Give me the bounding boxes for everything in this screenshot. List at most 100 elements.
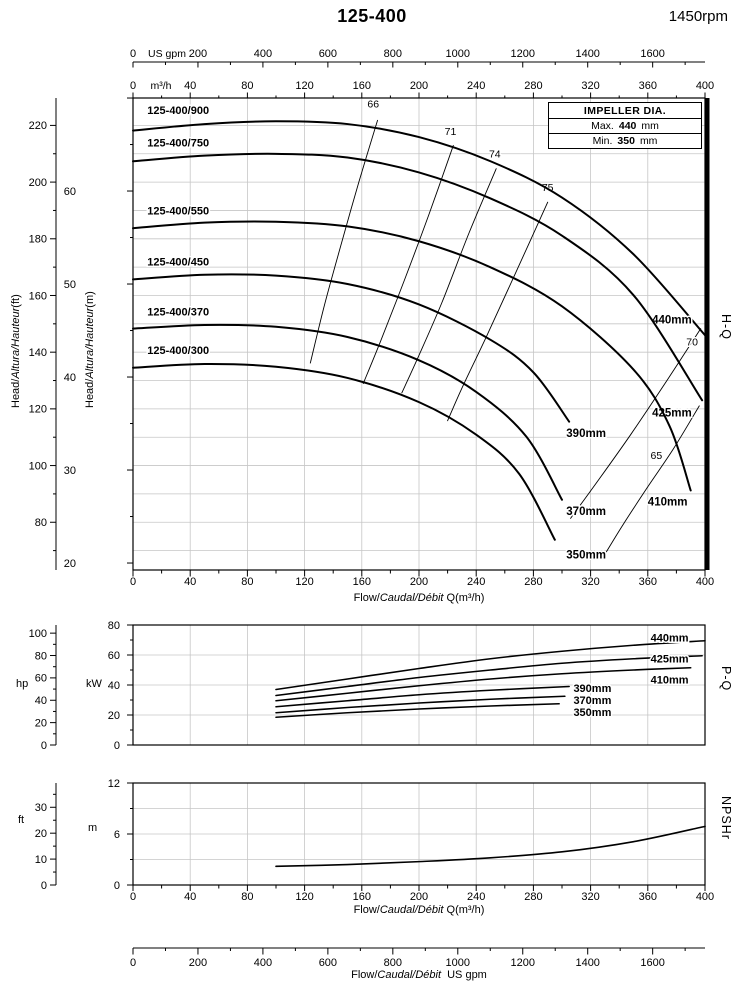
efficiency-line-66: [309, 119, 378, 364]
npsh-m-tick-label: 12: [108, 778, 120, 790]
npsh-flow-tick-label: 40: [184, 891, 196, 903]
gpm-tick-label: 1000: [446, 48, 470, 60]
hq-curve-label-410mm: 410mm: [648, 497, 688, 509]
hp-tick-label: 60: [35, 673, 47, 685]
section-label-pq: P-Q: [719, 666, 733, 692]
hp-tick-label: 20: [35, 717, 47, 729]
axis-label-hp: hp: [16, 678, 29, 690]
impeller-dia-box: IMPELLER DIA. Max. 440 mm Min. 350 mm: [548, 102, 702, 149]
hp-tick-label: 40: [35, 695, 47, 707]
model-label-125-400-550: 125-400/550: [147, 205, 209, 217]
hq-curve-label-350mm: 350mm: [566, 550, 606, 562]
efficiency-label-71: 71: [445, 126, 457, 138]
axis-label-head-ft: Head/Altura/Hauteur(ft): [10, 294, 22, 408]
bottom-gpm-tick-label: 1600: [640, 957, 664, 969]
npsh-flow-tick-label: 320: [581, 891, 599, 903]
flow-tick-label: 120: [295, 576, 313, 588]
m3h-tick-label: 320: [581, 80, 599, 92]
efficiency-line-65: [605, 405, 700, 553]
pq-curve-390mm: [275, 685, 570, 708]
npsh-m-tick-label: 6: [114, 829, 120, 841]
hq-curve-425mm: [132, 152, 704, 402]
m-tick-label: 50: [64, 279, 76, 291]
npsh-ft-tick-label: 30: [35, 802, 47, 814]
gpm-tick-label: 800: [384, 48, 402, 60]
bottom-gpm-tick-label: 1000: [446, 957, 470, 969]
flow-tick-label: 320: [581, 576, 599, 588]
bottom-gpm-tick-label: 1400: [575, 957, 599, 969]
page-title: 125-400: [337, 6, 407, 26]
pq-curve-label-440mm: 440mm: [651, 632, 689, 644]
npsh-ft-tick-label: 20: [35, 828, 47, 840]
impeller-max-value: 440: [618, 120, 637, 132]
bottom-gpm-tick-label: 600: [319, 957, 337, 969]
ft-tick-label: 100: [29, 460, 47, 472]
hq-curve-label-390mm: 390mm: [566, 428, 606, 440]
npsh-flow-tick-label: 400: [696, 891, 714, 903]
gpm-tick-label: 200: [189, 48, 207, 60]
m3h-tick-label: 160: [353, 80, 371, 92]
kw-tick-label: 40: [108, 680, 120, 692]
flow-axis-label-gpm: Flow/Caudal/Débit US gpm: [351, 969, 487, 981]
model-label-125-400-450: 125-400/450: [147, 256, 209, 268]
efficiency-line-70: [570, 328, 702, 519]
model-label-125-400-750: 125-400/750: [147, 137, 209, 149]
gpm-tick-label: 0: [130, 48, 136, 60]
gpm-tick-label: 600: [319, 48, 337, 60]
bottom-gpm-tick-label: 1200: [511, 957, 535, 969]
m3h-tick-label: 280: [524, 80, 542, 92]
gpm-tick-label: 1200: [511, 48, 535, 60]
hp-tick-label: 0: [41, 740, 47, 752]
m3h-axis-unit: m³/h: [151, 80, 172, 92]
section-label-npshr: NPSHr: [719, 796, 733, 840]
ft-tick-label: 80: [35, 517, 47, 529]
efficiency-label-70: 70: [686, 336, 698, 348]
impeller-max-row: Max. 440 mm: [549, 119, 701, 134]
npsh-flow-tick-label: 280: [524, 891, 542, 903]
gpm-tick-label: 1400: [575, 48, 599, 60]
gpm-tick-label: 400: [254, 48, 272, 60]
impeller-min-row: Min. 350 mm: [549, 134, 701, 148]
ft-tick-label: 140: [29, 347, 47, 359]
pq-curve-410mm: [275, 666, 692, 702]
impeller-dia-title: IMPELLER DIA.: [549, 103, 701, 119]
impeller-max-unit: mm: [641, 120, 659, 132]
hp-tick-label: 100: [29, 628, 47, 640]
m3h-tick-label: 400: [696, 80, 714, 92]
pq-curve-label-410mm: 410mm: [651, 675, 689, 687]
impeller-min-value: 350: [617, 135, 635, 147]
npsh-flow-tick-label: 240: [467, 891, 485, 903]
kw-tick-label: 80: [108, 620, 120, 632]
hq-curve-390mm: [132, 273, 571, 423]
flow-tick-label: 40: [184, 576, 196, 588]
flow-tick-label: 200: [410, 576, 428, 588]
flow-axis-label-npsh: Flow/Caudal/Débit Q(m³/h): [353, 904, 485, 916]
m-tick-label: 60: [64, 186, 76, 198]
axis-label-m: m: [88, 822, 98, 834]
pq-curve-370mm: [275, 695, 566, 714]
npsh-flow-tick-label: 0: [130, 891, 136, 903]
m3h-tick-label: 200: [410, 80, 428, 92]
ft-tick-label: 120: [29, 404, 47, 416]
bottom-gpm-tick-label: 0: [130, 957, 136, 969]
pq-curve-440mm: [275, 639, 706, 691]
hq-curve-label-425mm: 425mm: [652, 407, 692, 419]
npsh-flow-tick-label: 160: [353, 891, 371, 903]
m3h-tick-label: 360: [639, 80, 657, 92]
npsh-flow-tick-label: 120: [295, 891, 313, 903]
npsh-ft-tick-label: 10: [35, 854, 47, 866]
m3h-tick-label: 0: [130, 80, 136, 92]
pq-curve-label-370mm: 370mm: [573, 695, 611, 707]
m3h-tick-label: 240: [467, 80, 485, 92]
flow-tick-label: 280: [524, 576, 542, 588]
npsh-flow-tick-label: 360: [639, 891, 657, 903]
axis-label-head-m: Head/Altura/Hauteur(m): [84, 291, 96, 408]
model-label-125-400-900: 125-400/900: [147, 105, 209, 117]
hq-curve-label-440mm: 440mm: [652, 314, 692, 326]
efficiency-line-74: [401, 168, 497, 394]
pq-curve-425mm: [275, 654, 703, 697]
hq-curve-410mm: [132, 220, 692, 492]
bottom-gpm-tick-label: 400: [254, 957, 272, 969]
impeller-min-unit: mm: [639, 135, 658, 147]
m-tick-label: 20: [64, 558, 76, 570]
